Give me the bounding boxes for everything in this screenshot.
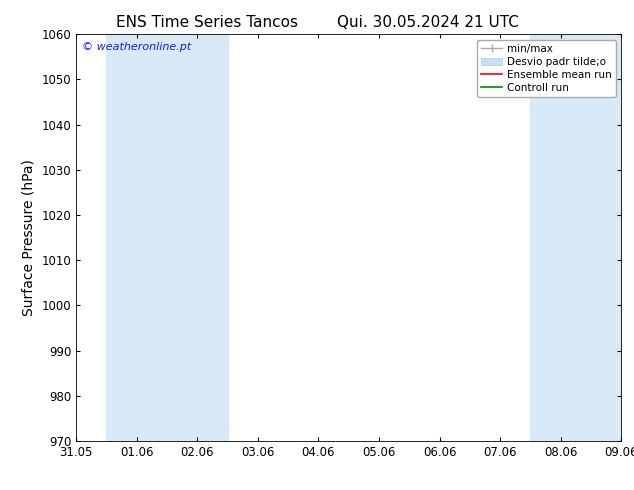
Legend: min/max, Desvio padr tilde;o, Ensemble mean run, Controll run: min/max, Desvio padr tilde;o, Ensemble m… (477, 40, 616, 97)
Bar (591, 34, 634, 441)
Text: ENS Time Series Tancos        Qui. 30.05.2024 21 UTC: ENS Time Series Tancos Qui. 30.05.2024 2… (115, 15, 519, 30)
Y-axis label: Surface Pressure (hPa): Surface Pressure (hPa) (22, 159, 36, 316)
Bar (167, 34, 228, 441)
Bar (107, 34, 167, 441)
Text: © weatheronline.pt: © weatheronline.pt (82, 43, 191, 52)
Bar (531, 34, 591, 441)
